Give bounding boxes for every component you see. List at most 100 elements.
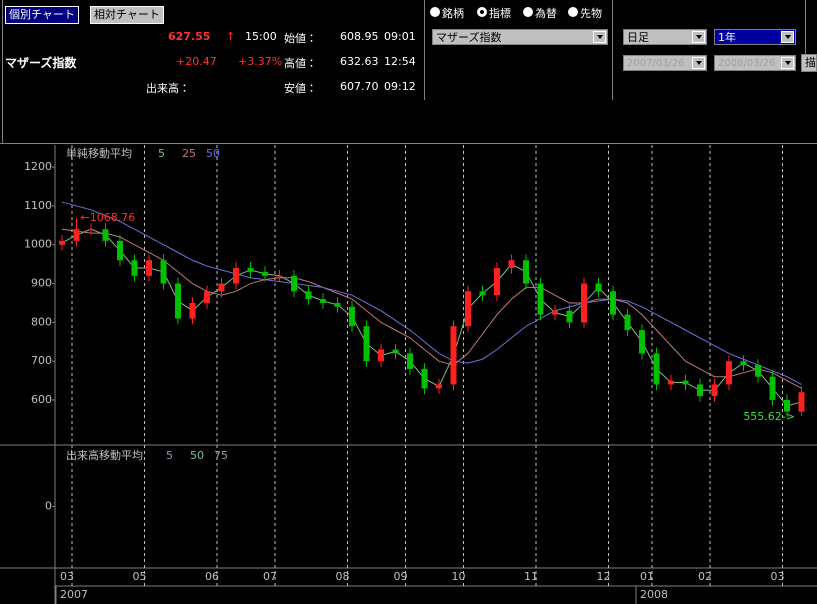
year-label: 2008 — [640, 588, 668, 601]
dropdown-arrow[interactable] — [593, 31, 606, 43]
candle-body — [117, 240, 123, 261]
candle-body — [581, 283, 587, 323]
candle-body — [798, 392, 805, 412]
candle-body — [711, 384, 718, 397]
radio-label[interactable]: 為替 — [535, 7, 557, 20]
min-annotation: 555.62-> — [743, 410, 795, 423]
candle-body — [494, 268, 500, 296]
select-text: 2007/03/26 — [627, 58, 685, 69]
candle-body — [624, 314, 631, 331]
dropdown-arrow[interactable] — [692, 31, 705, 43]
index-select[interactable]: マザーズ指数 — [432, 29, 608, 45]
candle-body — [465, 291, 471, 327]
separator — [2, 0, 3, 143]
candle-body — [668, 380, 674, 385]
tab[interactable]: 個別チャート — [5, 6, 79, 24]
candle-body — [102, 229, 109, 241]
candle-body — [349, 306, 355, 327]
legend-entry: 50 — [206, 147, 220, 160]
dropdown-arrow[interactable] — [781, 57, 794, 69]
arrow: ↑ — [226, 30, 236, 43]
low-time: 09:12 — [384, 80, 416, 93]
x-tick-label: 03 — [60, 570, 74, 583]
candle-body — [595, 283, 602, 292]
x-tick-label: 09 — [394, 570, 408, 583]
x-tick-label: 10 — [452, 570, 466, 583]
dropdown-arrow[interactable] — [781, 31, 794, 43]
candle-body — [755, 365, 761, 377]
select-text: 2008/03/26 — [718, 58, 776, 69]
x-tick-label: 02 — [698, 570, 712, 583]
y-tick-label: 1200 — [24, 160, 52, 173]
period-select[interactable]: 日足 — [623, 29, 707, 45]
range-select[interactable]: 1年 — [714, 29, 796, 45]
volume-label: 出来高： — [146, 82, 190, 95]
candle-body — [247, 268, 254, 272]
ma-line — [61, 201, 802, 385]
radio[interactable] — [523, 7, 533, 17]
change: +20.47 — [176, 55, 217, 68]
radio[interactable] — [477, 7, 487, 17]
high-label: 高値： — [284, 57, 317, 70]
separator — [0, 143, 817, 144]
candle-body — [508, 260, 515, 269]
index-name: マザーズ指数 — [5, 56, 77, 70]
y-tick-label: 900 — [31, 277, 52, 290]
from-select[interactable]: 2007/03/26 — [623, 55, 707, 71]
candle-body — [392, 349, 399, 354]
candle-body — [639, 330, 645, 354]
x-tick-label: 01 — [640, 570, 654, 583]
candle-body — [450, 326, 457, 385]
low: 607.70 — [340, 80, 379, 93]
candle-body — [421, 368, 428, 389]
candle-body — [131, 260, 138, 276]
ma-line — [61, 228, 802, 407]
y-tick-label: 1000 — [24, 238, 52, 251]
candle-body — [160, 260, 167, 284]
candle-body — [653, 353, 660, 385]
open-time: 09:01 — [384, 30, 416, 43]
x-tick-label: 11 — [524, 570, 538, 583]
draw-button[interactable]: 描 — [801, 54, 817, 72]
candle-body — [276, 275, 283, 277]
year-label: 2007 — [60, 588, 88, 601]
candle-body — [566, 310, 573, 323]
candle-body — [407, 353, 413, 369]
candle-body — [262, 271, 268, 276]
candle-body — [740, 361, 747, 366]
candle-body — [479, 291, 486, 296]
candle-body — [189, 302, 196, 319]
candle-body — [73, 229, 80, 241]
legend-entry: 5 — [166, 449, 173, 462]
x-tick-label: 08 — [336, 570, 350, 583]
x-tick-label: 12 — [597, 570, 611, 583]
y-tick-label: 600 — [31, 393, 52, 406]
radio-label[interactable]: 指標 — [489, 7, 511, 20]
candle-body — [537, 283, 544, 315]
dropdown-arrow[interactable] — [692, 57, 705, 69]
candle-body — [769, 376, 776, 400]
candle-body — [552, 310, 558, 315]
radio-label[interactable]: 銘柄 — [442, 7, 464, 20]
radio-label[interactable]: 先物 — [580, 7, 602, 20]
tab[interactable]: 相対チャート — [90, 6, 164, 24]
candle-body — [610, 291, 616, 315]
radio[interactable] — [568, 7, 578, 17]
select-text: マザーズ指数 — [436, 31, 502, 44]
legend-entry: 75 — [214, 449, 228, 462]
y-tick-label: 1100 — [24, 199, 52, 212]
candle-body — [59, 240, 65, 245]
candle-body — [334, 302, 341, 307]
x-tick-label: 07 — [263, 570, 277, 583]
candle-body — [291, 275, 297, 292]
chart-title: 出来高移動平均 — [66, 448, 143, 462]
radio[interactable] — [430, 7, 440, 17]
y-tick-label: 0 — [45, 500, 52, 513]
low-label: 安値： — [284, 82, 317, 95]
y-tick-label: 700 — [31, 354, 52, 367]
open-label: 始値： — [284, 32, 317, 45]
candle-body — [320, 299, 326, 303]
to-select[interactable]: 2008/03/26 — [714, 55, 796, 71]
select-text: 1年 — [718, 31, 736, 44]
